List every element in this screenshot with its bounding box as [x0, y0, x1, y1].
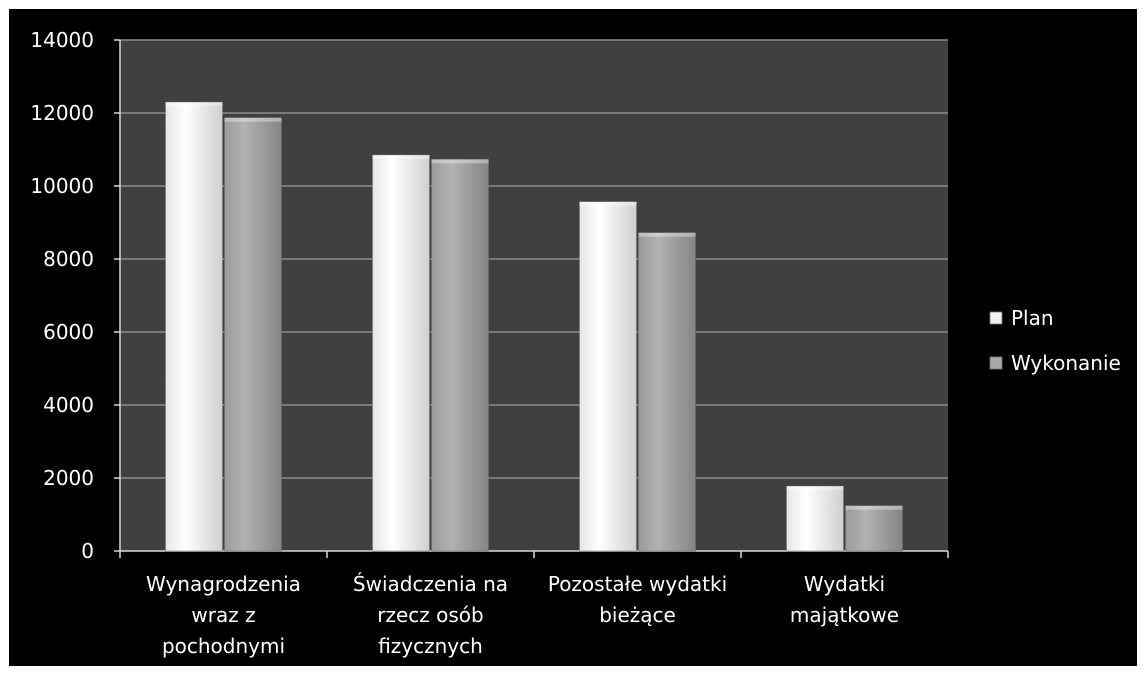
x-category-label-line: Wynagrodzenia — [146, 572, 301, 596]
x-category-label-line: bieżące — [599, 603, 676, 627]
x-category-label: Wydatki majątkowe — [790, 572, 899, 627]
x-category-label-line: majątkowe — [790, 603, 899, 627]
legend: Plan Wykonanie — [989, 306, 1121, 375]
bar-bevel — [786, 486, 844, 491]
bar-wykonanie — [224, 117, 282, 552]
y-tick-label: 6000 — [43, 320, 94, 344]
x-category-label-line: Świadczenia na — [353, 572, 508, 596]
x-category-label: Świadczenia na rzecz osób fizycznych — [353, 572, 508, 658]
legend-label-plan: Plan — [1011, 306, 1054, 330]
x-category-label-line: pochodnymi — [162, 634, 285, 658]
x-category-label-line: Wydatki — [804, 572, 885, 596]
y-tick-label: 8000 — [43, 247, 94, 271]
x-category-label: Wynagrodzenia wraz z pochodnymi — [146, 572, 301, 658]
bar-bevel — [224, 117, 282, 122]
bar-wykonanie — [638, 232, 696, 552]
bar-bevel — [165, 102, 223, 107]
bar-bevel — [845, 505, 903, 510]
bars — [165, 101, 903, 552]
bar-plan — [786, 485, 844, 552]
bar-bevel — [431, 159, 489, 164]
x-category-labels: Wynagrodzenia wraz z pochodnymi Świadczenia… — [146, 572, 899, 658]
y-tick-label: 4000 — [43, 393, 94, 417]
bar-wykonanie — [845, 505, 903, 552]
x-category-label-line: rzecz osób — [377, 603, 483, 627]
bar-plan — [579, 201, 637, 552]
bar-bevel — [638, 232, 696, 237]
y-tick-labels: 0 2000 4000 6000 8000 10000 12000 14000 — [30, 28, 94, 563]
x-category-label-line: Pozostałe wydatki — [548, 572, 727, 596]
y-tick-label: 10000 — [30, 174, 94, 198]
y-tick-label: 0 — [81, 539, 94, 563]
legend-swatch-plan — [989, 311, 1003, 325]
bar-bevel — [372, 154, 430, 159]
y-tick-label: 14000 — [30, 28, 94, 52]
y-tick-label: 12000 — [30, 101, 94, 125]
x-category-label: Pozostałe wydatki bieżące — [548, 572, 727, 627]
x-category-label-line: fizycznych — [378, 634, 483, 658]
bar-plan — [165, 101, 223, 552]
bar-bevel — [579, 201, 637, 206]
x-category-label-line: wraz z — [191, 603, 255, 627]
legend-label-wykonanie: Wykonanie — [1011, 351, 1121, 375]
legend-swatch-wykonanie — [989, 356, 1003, 370]
bar-wykonanie — [431, 159, 489, 552]
bar-plan — [372, 154, 430, 552]
y-tick-label: 2000 — [43, 466, 94, 490]
